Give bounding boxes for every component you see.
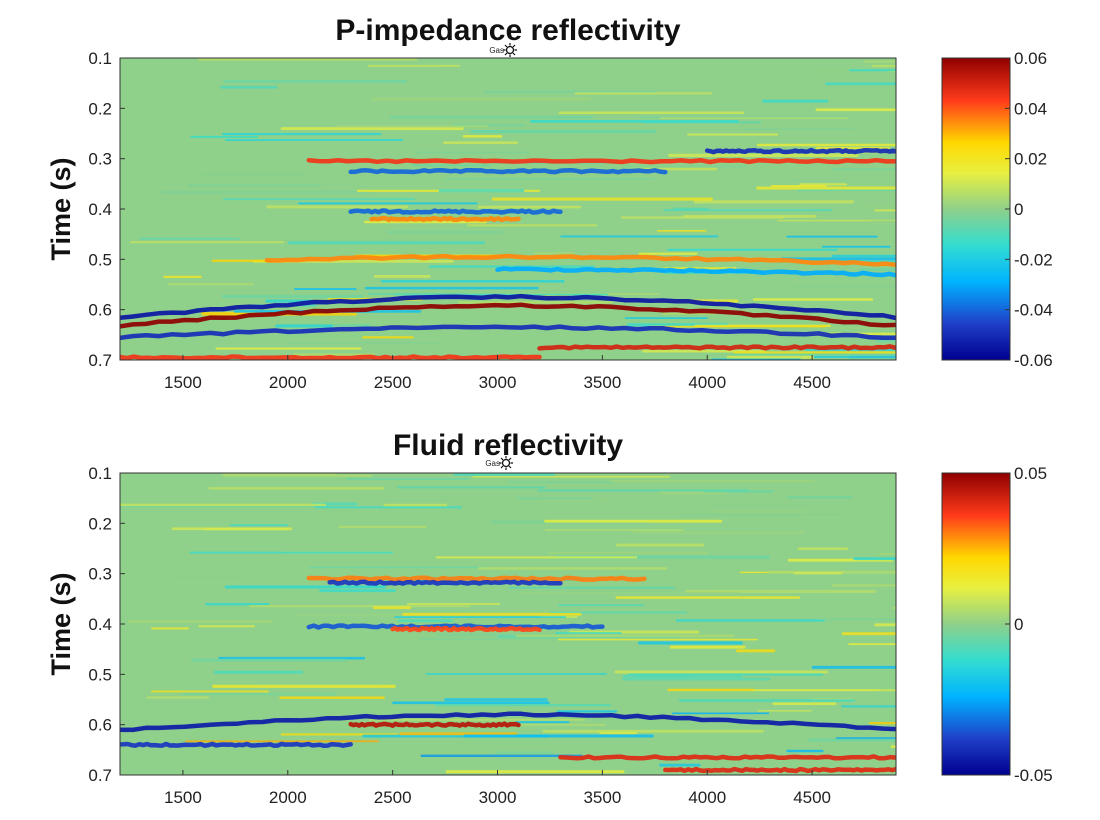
colorbar-gradient: [941, 472, 1011, 776]
reflector-event: [348, 167, 668, 175]
sun-icon: [499, 456, 513, 470]
heatmap-plot: [120, 58, 896, 360]
x-tick-label: 1500: [164, 373, 202, 392]
panel-title: Fluid reflectivity: [393, 429, 623, 462]
reflector-event: [369, 215, 521, 223]
colorbar: 0.05 0 -0.05: [941, 464, 1053, 785]
sun-icon: [503, 43, 517, 57]
y-tick-label: 0.3: [88, 565, 112, 584]
colorbar-tick-label: 0: [1014, 615, 1023, 634]
colorbar-tick-label: 0.02: [1014, 150, 1047, 169]
y-tick-label: 0.6: [88, 301, 112, 320]
y-tick-label: 0.2: [88, 514, 112, 533]
x-tick-label: 4000: [688, 788, 726, 807]
panel-title: P-impedance reflectivity: [335, 14, 680, 47]
y-axis: 0.1 0.2 0.3 0.4 0.5 0.6 0.7: [88, 49, 125, 370]
reflector-event: [704, 147, 896, 155]
x-tick-label: 3000: [479, 788, 517, 807]
colorbar-tick-label: -0.02: [1014, 250, 1053, 269]
reflector-event: [306, 623, 605, 630]
reflector-event: [348, 208, 563, 215]
x-tick-label: 2000: [269, 373, 307, 392]
heatmap-background: [120, 473, 896, 775]
y-tick-label: 0.3: [88, 150, 112, 169]
x-tick-label: 3500: [583, 788, 621, 807]
fluid-panel: Fluid reflectivity Gas Time (s) 0.10.20.…: [46, 429, 1053, 807]
reflector-event: [120, 354, 542, 360]
y-axis-label: Time (s): [46, 157, 76, 260]
x-tick-label: 3000: [479, 373, 517, 392]
y-tick-label: 0.6: [88, 716, 112, 735]
reflector-event: [306, 157, 896, 165]
reflector-event: [390, 625, 542, 633]
y-tick-label: 0.4: [88, 615, 112, 634]
well-marker-label: Gas: [485, 459, 500, 468]
p-impedance-panel: P-impedance reflectivity Gas Time (s) 0.…: [46, 14, 1053, 392]
colorbar-tick-label: 0: [1014, 200, 1023, 219]
colorbar-tick-label: -0.05: [1014, 766, 1053, 785]
y-axis-label: Time (s): [46, 572, 76, 675]
x-tick-label: 2000: [269, 788, 307, 807]
colorbar-tick-label: -0.04: [1014, 301, 1053, 320]
reflector-layer: [120, 575, 896, 774]
colorbar-tick-label: 0.06: [1014, 49, 1047, 68]
y-axis: 0.1 0.2 0.3 0.4 0.5 0.6 0.7: [88, 464, 125, 785]
colorbar-ticks: 0.05 0 -0.05: [1005, 464, 1053, 785]
y-tick-label: 0.4: [88, 200, 112, 219]
reflector-event: [306, 575, 647, 582]
y-tick-label: 0.7: [88, 766, 112, 785]
reflector-event: [663, 766, 896, 774]
reflector-event: [120, 324, 896, 341]
x-tick-label: 2500: [374, 788, 412, 807]
reflector-event: [120, 741, 353, 749]
x-tick-label: 3500: [583, 373, 621, 392]
reflector-event: [264, 253, 896, 268]
y-tick-label: 0.5: [88, 250, 112, 269]
y-tick-label: 0.1: [88, 49, 112, 68]
reflector-event: [120, 711, 896, 733]
y-tick-label: 0.7: [88, 351, 112, 370]
reflector-layer: [120, 147, 896, 360]
reflector-event: [495, 266, 896, 278]
y-tick-label: 0.5: [88, 665, 112, 684]
well-marker: Gas: [485, 456, 513, 470]
colorbar-gradient: [941, 57, 1011, 361]
colorbar-tick-label: 0.04: [1014, 99, 1047, 118]
x-tick-label: 4500: [793, 373, 831, 392]
well-marker: Gas: [489, 43, 517, 57]
x-axis: 1500 2000 2500 3000 3500 4000 4500: [164, 770, 831, 807]
colorbar-ticks: 0.06 0.04 0.02 0 -0.02 -0.04 -0.06: [1005, 49, 1053, 370]
x-axis: 1500 2000 2500 3000 3500 4000 4500: [164, 355, 831, 392]
reflector-event: [120, 293, 896, 321]
reflector-event: [537, 344, 896, 351]
x-tick-label: 4500: [793, 788, 831, 807]
noise-layer: [129, 58, 896, 360]
heatmap-plot: [120, 473, 896, 775]
colorbar-tick-label: -0.06: [1014, 351, 1053, 370]
x-tick-label: 2500: [374, 373, 412, 392]
heatmap-background: [120, 58, 896, 360]
y-tick-label: 0.2: [88, 99, 112, 118]
reflector-event: [327, 579, 563, 586]
colorbar: 0.06 0.04 0.02 0 -0.02 -0.04 -0.06: [941, 49, 1053, 370]
reflector-event: [348, 721, 521, 728]
reflector-event: [558, 754, 896, 761]
reflector-event: [120, 302, 896, 329]
x-tick-label: 4000: [688, 373, 726, 392]
well-marker-label: Gas: [489, 46, 504, 55]
x-tick-label: 1500: [164, 788, 202, 807]
y-tick-label: 0.1: [88, 464, 112, 483]
colorbar-tick-label: 0.05: [1014, 464, 1047, 483]
